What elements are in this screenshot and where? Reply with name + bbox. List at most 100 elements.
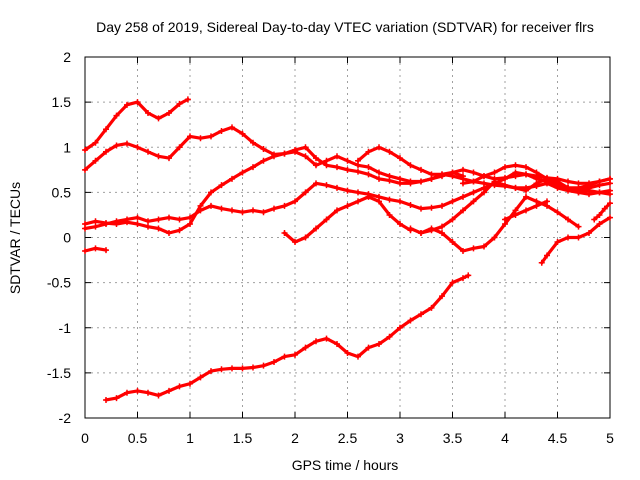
data-point (355, 157, 361, 164)
data-point (155, 216, 162, 223)
data-point (344, 187, 351, 194)
data-point (113, 218, 120, 225)
data-point (92, 245, 99, 252)
data-point (166, 214, 172, 221)
data-point (92, 157, 99, 164)
x-tick-label: 3 (396, 430, 404, 446)
data-point (439, 223, 445, 230)
data-point (418, 311, 424, 318)
series-sat-e (82, 245, 109, 255)
data-point (145, 223, 151, 230)
data-point (365, 164, 372, 171)
data-point (124, 216, 130, 223)
data-point (134, 144, 141, 151)
data-point (470, 178, 477, 185)
data-point (607, 187, 613, 194)
data-point (134, 99, 141, 106)
data-point (82, 225, 88, 232)
data-point (428, 227, 435, 234)
data-point (502, 216, 508, 223)
data-point (523, 171, 529, 178)
data-point (292, 351, 298, 358)
data-point (449, 198, 456, 205)
series-trace (83, 97, 190, 152)
data-point (187, 380, 193, 387)
x-tick-label: 0.5 (128, 430, 148, 446)
x-tick-label: 2.5 (338, 430, 358, 446)
data-point (281, 353, 288, 360)
y-axis-title: SDTVAR / TECUs (7, 182, 23, 294)
x-tick-label: 3.5 (443, 430, 463, 446)
data-point (386, 211, 393, 218)
data-point (218, 128, 225, 135)
data-point (218, 182, 225, 189)
data-point (92, 223, 99, 230)
data-point (260, 209, 267, 216)
data-point (418, 166, 424, 173)
data-point (113, 142, 120, 149)
data-point (386, 148, 393, 155)
data-point (533, 180, 540, 187)
data-point (407, 178, 414, 185)
data-point (208, 133, 214, 140)
data-point (155, 153, 162, 160)
data-point (103, 396, 109, 403)
series-sat-m (538, 214, 613, 266)
data-point (103, 148, 109, 155)
data-point (113, 112, 120, 119)
data-point (323, 216, 330, 223)
data-point (82, 166, 88, 173)
series-sat-k (460, 162, 613, 194)
chart-title: Day 258 of 2019, Sidereal Day-to-day VTE… (96, 19, 594, 35)
data-point (334, 340, 340, 347)
data-point (491, 169, 498, 176)
data-point (302, 234, 309, 241)
data-point (302, 153, 309, 160)
data-point (439, 171, 445, 178)
data-point (250, 164, 256, 171)
data-point (460, 193, 466, 200)
data-point (145, 218, 151, 225)
x-tick-label: 4.5 (548, 430, 568, 446)
data-point (565, 216, 571, 223)
data-point (397, 155, 403, 162)
data-point (208, 202, 214, 209)
data-point (103, 247, 109, 254)
data-point (565, 178, 571, 185)
data-point (449, 216, 456, 223)
data-point (397, 324, 403, 331)
data-point (439, 229, 445, 236)
data-point (82, 248, 88, 255)
data-point (281, 150, 288, 157)
data-point (334, 184, 340, 191)
grid (85, 57, 610, 418)
data-point (145, 148, 151, 155)
series-trace (408, 195, 581, 253)
x-axis-title: GPS time / hours (292, 457, 399, 473)
data-point (512, 162, 519, 169)
data-point (607, 214, 613, 221)
data-point (439, 293, 445, 300)
y-tick-label: 2 (63, 49, 71, 65)
data-point (449, 279, 456, 286)
data-point (376, 144, 382, 151)
y-tick-label: -2 (59, 410, 72, 426)
series-sat-d (82, 169, 613, 232)
data-point (187, 133, 193, 140)
data-point (103, 220, 109, 227)
x-tick-label: 1 (186, 430, 194, 446)
data-point (271, 205, 277, 212)
data-point (607, 180, 613, 187)
data-point (554, 209, 561, 216)
data-point (491, 178, 498, 185)
data-point (134, 387, 141, 394)
data-point (386, 173, 393, 180)
data-point (407, 317, 414, 324)
data-point (355, 353, 361, 360)
y-tick-label: 0.5 (52, 184, 72, 200)
data-point (292, 148, 298, 155)
data-point (113, 395, 120, 402)
x-tick-label: 1.5 (233, 430, 253, 446)
data-point (218, 366, 225, 373)
